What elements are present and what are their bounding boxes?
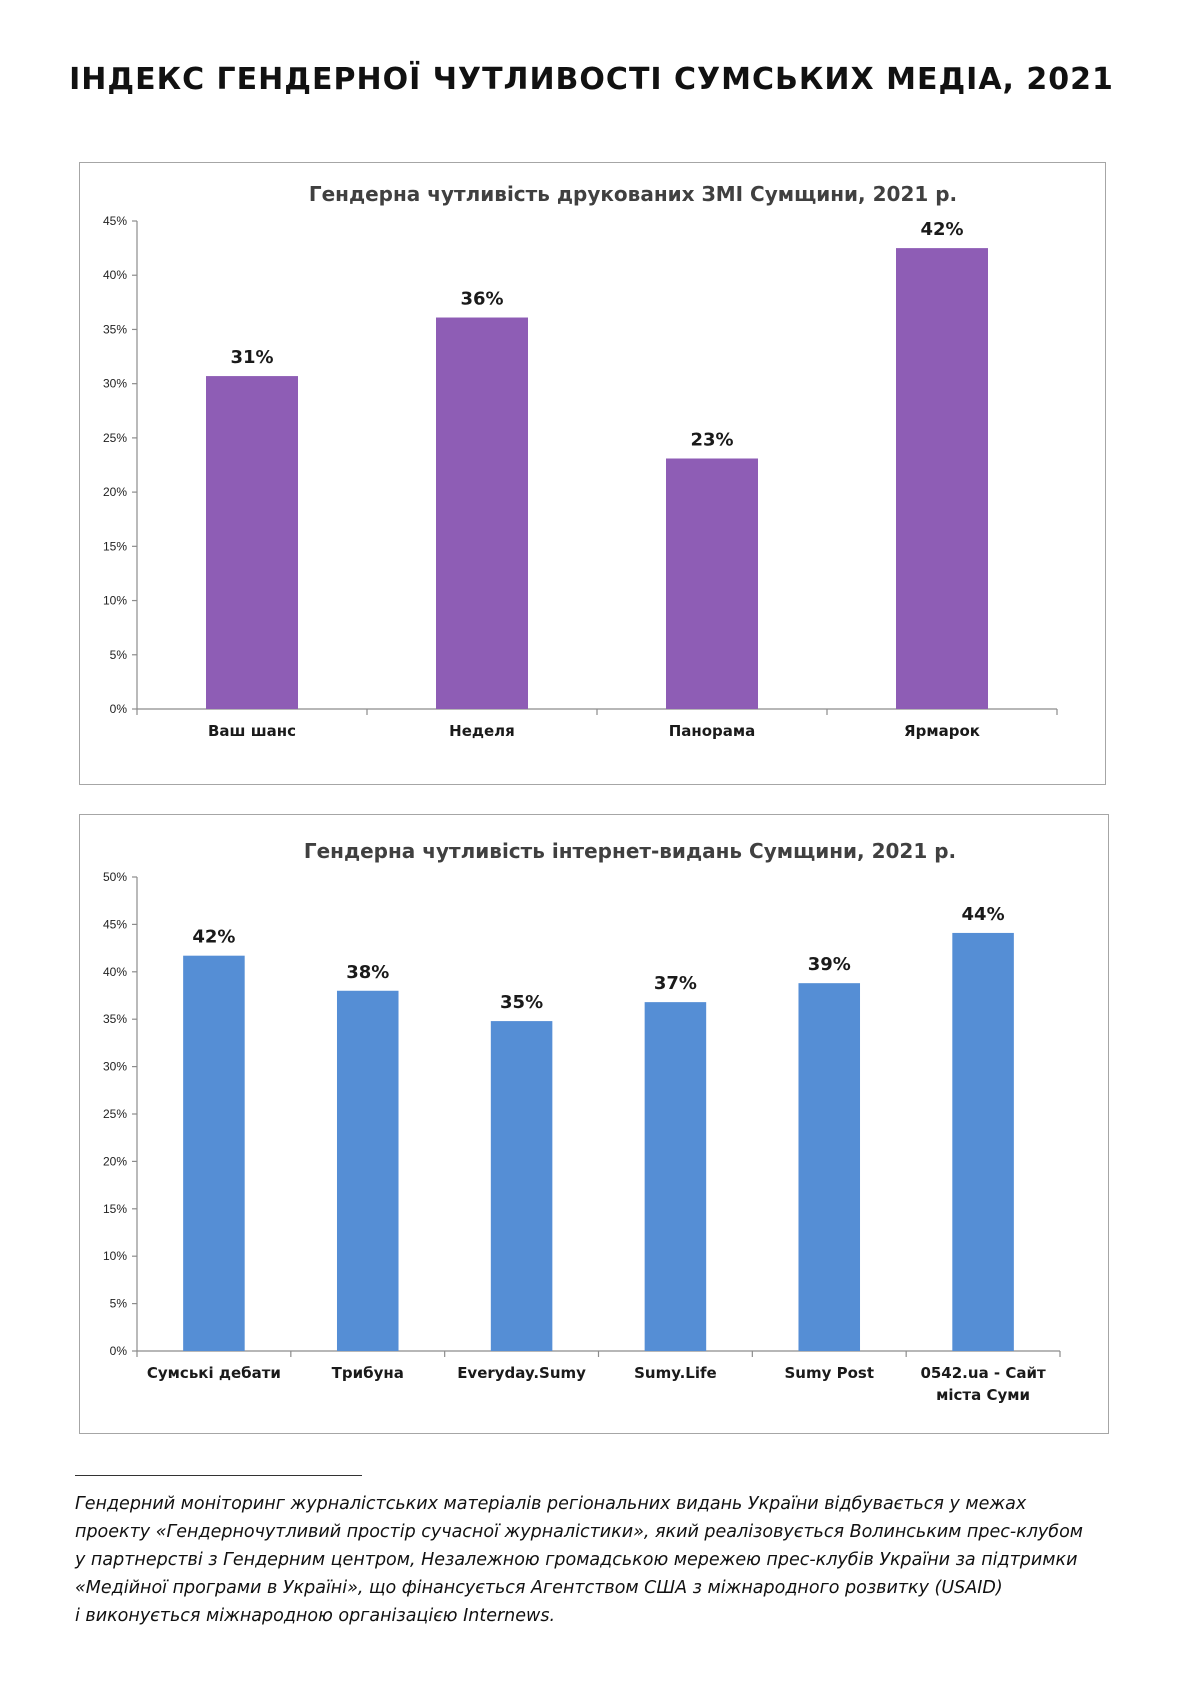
category-label: Сумські дебати (147, 1364, 281, 1382)
online-media-chart-svg: Гендерна чутливість інтернет-видань Сумщ… (103, 839, 1061, 1404)
data-label: 23% (690, 429, 733, 450)
footnote-line: і виконується міжнародною організацією I… (75, 1606, 556, 1626)
data-label: 42% (920, 219, 963, 240)
y-tick-label: 40% (103, 965, 127, 979)
footnote-line: у партнерстві з Гендерним центром, Незал… (75, 1550, 1078, 1570)
footnote-line: проекту «Гендерночутливий простір сучасн… (75, 1522, 1083, 1542)
bar (666, 458, 758, 709)
footnote-line: Гендерний моніторинг журналістських мате… (75, 1494, 1027, 1514)
data-label: 31% (230, 347, 273, 368)
chart-title: Гендерна чутливість друкованих ЗМІ Сумщи… (309, 182, 957, 206)
data-label: 39% (808, 954, 851, 975)
category-label: Everyday.Sumy (457, 1364, 586, 1382)
y-tick-label: 35% (103, 322, 127, 336)
category-label: Ваш шанс (208, 722, 296, 740)
y-tick-label: 30% (103, 1060, 127, 1074)
bar (490, 1021, 553, 1351)
y-tick-label: 15% (103, 1202, 127, 1216)
bar (183, 955, 245, 1351)
y-tick-label: 30% (103, 377, 127, 391)
online-media-chart: Гендерна чутливість інтернет-видань Сумщ… (79, 814, 1109, 1434)
category-label: Трибуна (332, 1364, 404, 1382)
y-tick-label: 10% (103, 1249, 127, 1263)
bar (206, 376, 298, 709)
category-label: Панорама (669, 722, 756, 740)
bar (336, 990, 399, 1351)
bar (798, 983, 861, 1351)
footnote: Гендерний моніторинг журналістських мате… (75, 1490, 1125, 1630)
category-label: Sumy Post (784, 1364, 874, 1382)
y-tick-label: 15% (103, 539, 127, 553)
category-label: Ярмарок (904, 722, 980, 740)
category-label: міста Суми (936, 1386, 1030, 1404)
y-tick-label: 20% (103, 1154, 127, 1168)
data-label: 44% (962, 904, 1005, 925)
data-label: 37% (654, 973, 697, 994)
bar (644, 1002, 707, 1351)
y-tick-label: 20% (103, 485, 127, 499)
bar (896, 248, 988, 709)
y-tick-label: 50% (103, 870, 127, 884)
bar (952, 932, 1014, 1351)
y-tick-label: 0% (110, 1344, 128, 1358)
y-tick-label: 45% (103, 214, 127, 228)
category-label: 0542.ua - Сайт (920, 1364, 1046, 1382)
print-media-chart-svg: Гендерна чутливість друкованих ЗМІ Сумщи… (103, 182, 1058, 740)
print-media-chart: Гендерна чутливість друкованих ЗМІ Сумщи… (79, 162, 1106, 785)
footnote-divider (75, 1475, 362, 1476)
data-label: 36% (460, 289, 503, 310)
category-label: Sumy.Life (634, 1364, 717, 1382)
footnote-line: «Медійної програми в Україні», що фінанс… (75, 1578, 1003, 1598)
y-tick-label: 5% (110, 648, 128, 662)
data-label: 38% (346, 962, 389, 983)
y-tick-label: 45% (103, 917, 127, 931)
y-tick-label: 5% (110, 1297, 128, 1311)
y-tick-label: 0% (110, 702, 128, 716)
y-tick-label: 35% (103, 1012, 127, 1026)
y-tick-label: 10% (103, 594, 127, 608)
data-label: 42% (192, 927, 235, 948)
chart-title: Гендерна чутливість інтернет-видань Сумщ… (304, 839, 956, 863)
y-tick-label: 25% (103, 431, 127, 445)
y-tick-label: 25% (103, 1107, 127, 1121)
data-label: 35% (500, 992, 543, 1013)
y-tick-label: 40% (103, 268, 127, 282)
page-title: ІНДЕКС ГЕНДЕРНОЇ ЧУТЛИВОСТІ СУМСЬКИХ МЕД… (69, 62, 1114, 97)
bar (436, 317, 528, 709)
category-label: Неделя (449, 722, 515, 740)
